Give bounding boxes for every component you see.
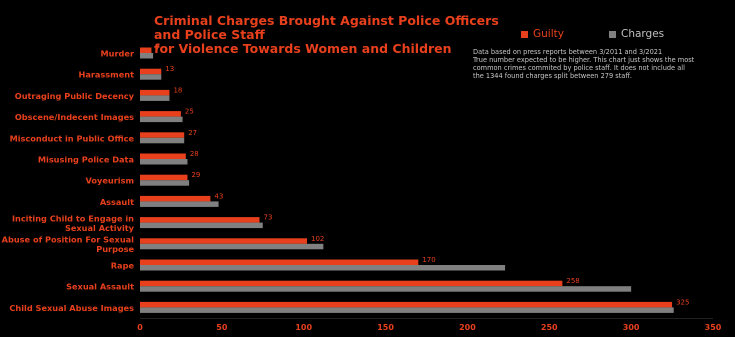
bar-charges [140,137,185,144]
data-label: 325 [676,298,689,306]
bar-charges [140,53,154,59]
x-tick-label: 200 [459,323,476,332]
category-label: Inciting Child to Engage in [12,213,134,223]
category-label: Murder [101,49,135,59]
bar-guilty [140,259,419,265]
category-label: Abuse of Position For Sexual [2,235,135,245]
data-label: 7 [155,44,159,52]
bar-guilty [140,132,185,138]
bar-guilty [140,217,260,223]
data-label: 18 [173,86,182,94]
bar-charges [140,307,674,313]
note-line-4: the 1344 found charges split between 279… [473,72,632,80]
category-label: Misconduct in Public Office [10,133,135,143]
x-tick-label: 300 [623,323,640,332]
bar-guilty [140,301,673,308]
bar-charges [140,286,632,292]
x-tick-label: 150 [377,323,394,332]
category-label: Obscene/Indecent Images [15,112,134,122]
chart-title-line-1: Criminal Charges Brought Against Police … [154,13,499,42]
category-label: Harassment [78,70,134,80]
bar-guilty [140,111,181,117]
legend-label-charges: Charges [621,28,665,40]
bar-charges [140,95,170,101]
bar-charges [140,222,263,229]
category-label: Voyeurism [86,176,134,186]
bar-guilty [140,47,152,53]
x-tick-label: 0 [137,323,143,332]
data-label: 43 [214,192,223,200]
bar-charges [140,265,506,271]
bar-charges [140,74,162,80]
bar-charges [140,116,183,123]
bar-guilty [140,195,211,202]
x-tick-label: 50 [216,323,228,332]
x-tick-label: 250 [541,323,558,332]
legend-swatch-guilty [521,30,528,38]
category-label: Child Sexual Abuse Images [9,303,134,313]
category-label: Assault [100,197,134,207]
note-line-3: common crimes commited by police staff. … [473,64,685,72]
category-label: Outraging Public Decency [15,91,135,101]
bar-charges [140,180,190,186]
data-label: 73 [264,214,273,222]
note-line-1: Data based on press reports between 3/20… [473,48,663,56]
bar-charges [140,201,219,207]
x-tick-label: 100 [295,323,312,332]
bar-charges [140,243,324,250]
chart-title: Criminal Charges Brought Against Police … [154,14,514,56]
x-tick-label: 350 [705,323,722,332]
data-label: 29 [191,171,200,179]
data-label: 170 [422,256,435,264]
legend-swatch-charges [609,30,616,38]
category-label: Purpose [96,244,134,254]
category-label: Sexual Activity [65,223,135,233]
data-label: 258 [566,277,579,285]
category-label: Rape [111,261,135,271]
category-label: Sexual Assault [66,282,134,292]
legend-label-guilty: Guilty [533,28,564,40]
data-label: 13 [165,65,174,73]
chart-note: Data based on press reports between 3/20… [473,48,723,80]
data-label: 102 [311,235,324,243]
chart-title-line-2: for Violence Towards Women and Children [154,41,452,56]
bar-guilty [140,89,170,96]
data-label: 28 [190,150,199,158]
data-label: 27 [188,129,197,137]
bar-charges [140,159,188,165]
note-line-2: True number expected to be higher. This … [473,56,695,64]
bar-guilty [140,280,563,287]
bar-guilty [140,153,186,159]
data-label: 25 [185,108,194,116]
bar-guilty [140,68,162,75]
legend-item-guilty: Guilty [521,28,564,40]
bar-guilty [140,238,307,244]
category-label: Misusing Police Data [38,155,134,165]
bar-guilty [140,174,188,181]
legend-item-charges: Charges [609,28,664,40]
